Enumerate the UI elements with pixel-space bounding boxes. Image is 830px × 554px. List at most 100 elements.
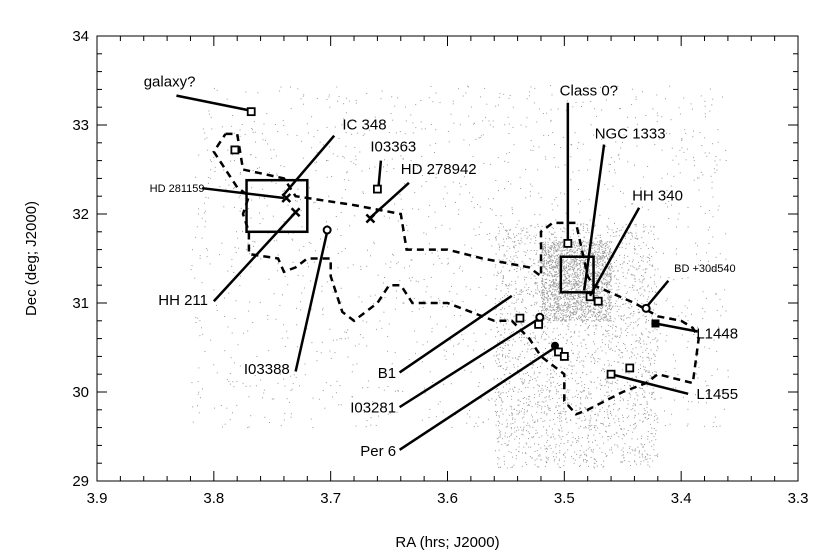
source-point — [303, 246, 305, 247]
source-point — [282, 190, 284, 192]
source-point — [670, 185, 672, 187]
source-point — [558, 245, 560, 247]
source-point — [222, 426, 223, 428]
source-point — [581, 381, 583, 383]
source-point — [559, 307, 561, 309]
source-point — [590, 428, 592, 430]
source-point — [563, 408, 565, 410]
source-point — [671, 413, 673, 415]
source-point — [635, 268, 637, 270]
source-point — [677, 218, 679, 220]
source-point — [614, 399, 615, 401]
source-point — [492, 126, 494, 128]
source-point — [301, 140, 303, 142]
source-point — [631, 334, 633, 336]
source-point — [566, 278, 568, 280]
source-point — [518, 373, 520, 375]
source-point — [314, 250, 316, 252]
source-point — [707, 393, 709, 395]
source-point — [649, 466, 651, 468]
source-point — [591, 410, 593, 412]
source-point — [267, 232, 269, 234]
source-point — [534, 304, 536, 306]
source-point — [514, 236, 515, 238]
source-point — [387, 350, 388, 352]
source-point — [491, 209, 493, 211]
source-point — [307, 132, 309, 134]
source-point — [657, 422, 659, 423]
source-point — [498, 300, 500, 302]
source-point — [568, 364, 570, 366]
source-point — [332, 339, 334, 341]
source-point — [277, 254, 279, 256]
source-point — [611, 306, 613, 308]
source-point — [518, 412, 520, 414]
source-point — [547, 459, 549, 461]
source-point — [624, 296, 626, 298]
source-point — [578, 316, 579, 318]
source-point — [430, 296, 432, 298]
source-point — [533, 250, 535, 251]
source-point — [570, 444, 572, 446]
source-point — [504, 328, 506, 330]
source-point — [500, 272, 502, 274]
source-point — [254, 375, 256, 377]
source-point — [632, 352, 634, 354]
source-point — [632, 408, 634, 410]
source-point — [665, 203, 667, 205]
source-point — [453, 315, 455, 316]
source-point — [561, 230, 563, 232]
source-point — [610, 302, 612, 304]
source-point — [644, 457, 646, 459]
source-point — [644, 290, 646, 292]
source-point — [500, 313, 502, 314]
source-point — [646, 348, 648, 349]
source-point — [525, 308, 527, 310]
source-point — [514, 241, 516, 243]
source-point — [647, 286, 649, 288]
source-point — [496, 322, 497, 324]
source-point — [557, 258, 559, 260]
source-point — [651, 287, 652, 289]
source-point — [624, 344, 626, 346]
source-point — [549, 419, 551, 421]
source-point — [653, 449, 655, 451]
source-point — [527, 289, 529, 291]
source-point — [630, 265, 632, 267]
source-point — [313, 202, 315, 204]
source-point — [209, 177, 211, 179]
source-point — [629, 357, 631, 359]
source-point — [542, 247, 544, 249]
source-point — [632, 261, 633, 263]
source-point — [514, 307, 516, 309]
source-point — [550, 258, 552, 260]
source-point — [495, 355, 497, 357]
source-point — [251, 187, 253, 189]
source-point — [231, 125, 233, 127]
source-point — [650, 433, 652, 434]
source-point — [578, 427, 580, 429]
source-point — [600, 307, 602, 309]
source-point — [416, 341, 418, 343]
source-point — [573, 241, 575, 243]
source-point — [545, 332, 547, 334]
source-point — [500, 322, 502, 324]
source-point — [600, 379, 601, 381]
source-point — [600, 268, 602, 270]
source-point — [603, 277, 604, 279]
source-point — [616, 345, 617, 347]
source-point — [584, 248, 585, 250]
source-point — [470, 257, 472, 259]
source-point — [567, 449, 569, 451]
source-point — [300, 98, 302, 100]
source-point — [458, 213, 460, 215]
source-point — [290, 416, 292, 418]
source-point — [578, 317, 580, 319]
source-point — [634, 414, 636, 416]
source-point — [517, 426, 519, 428]
source-point — [347, 337, 349, 339]
source-point — [577, 203, 579, 205]
source-point — [630, 322, 632, 324]
source-point — [708, 242, 710, 244]
source-point — [206, 256, 208, 258]
